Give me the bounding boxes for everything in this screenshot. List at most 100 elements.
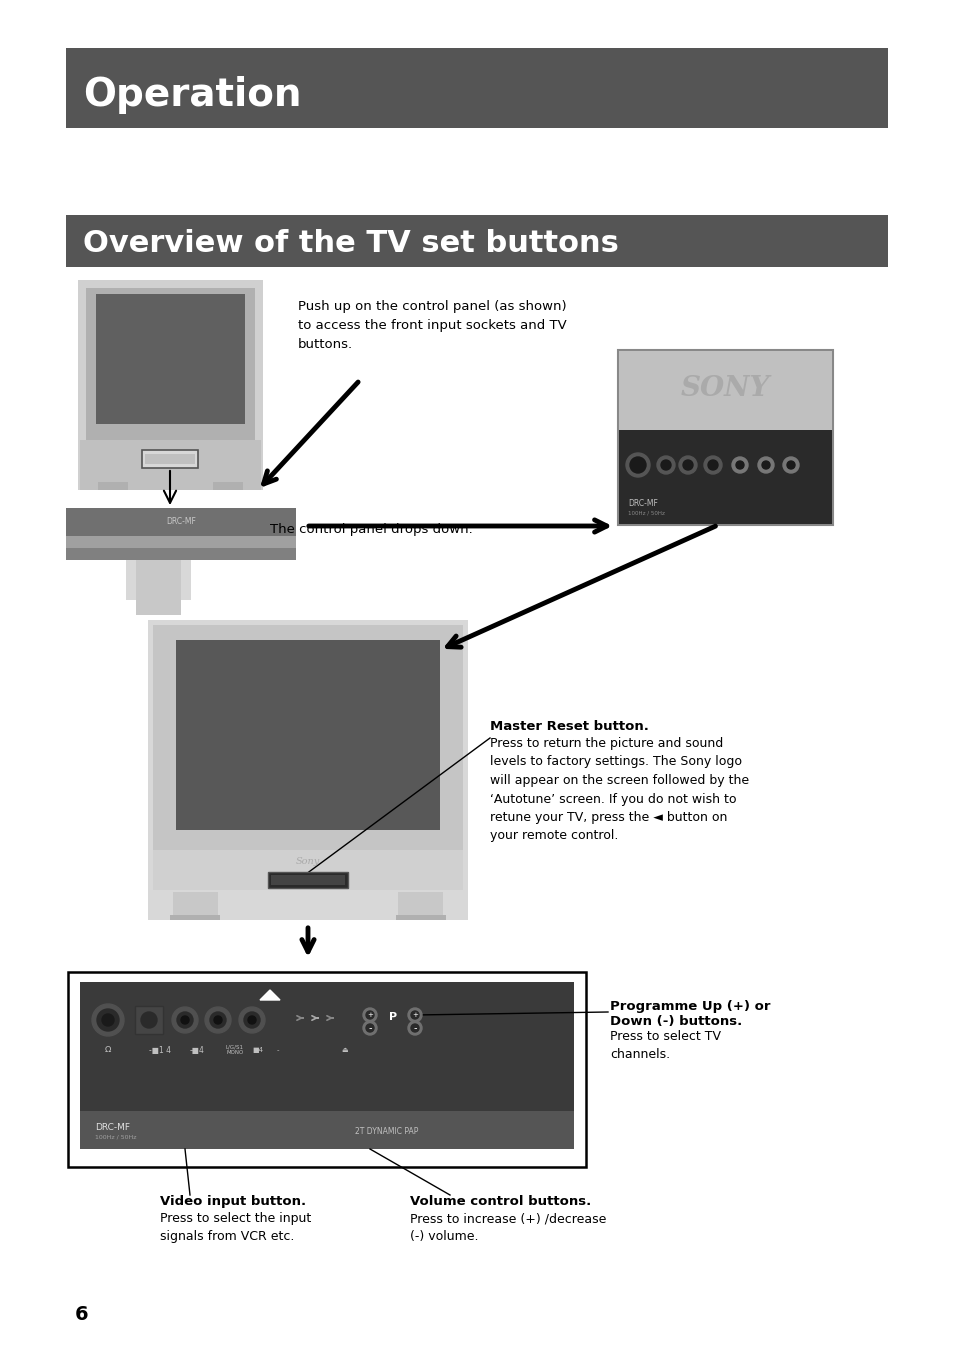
Bar xyxy=(66,215,887,267)
Circle shape xyxy=(248,1016,255,1024)
Text: Push up on the control panel (as shown)
to access the front input sockets and TV: Push up on the control panel (as shown) … xyxy=(297,300,566,351)
Circle shape xyxy=(366,1011,374,1019)
Bar xyxy=(66,549,295,561)
Bar xyxy=(68,971,585,1167)
Circle shape xyxy=(761,461,769,469)
Circle shape xyxy=(411,1011,418,1019)
Text: Press to increase (+) /decrease
(-) volume.: Press to increase (+) /decrease (-) volu… xyxy=(410,1212,606,1243)
Bar xyxy=(268,871,348,888)
Circle shape xyxy=(363,1008,376,1021)
Text: Overview of the TV set buttons: Overview of the TV set buttons xyxy=(83,228,618,258)
Bar xyxy=(142,450,198,467)
Bar xyxy=(66,508,295,536)
Text: DRC-MF: DRC-MF xyxy=(95,1123,130,1132)
Text: 6: 6 xyxy=(75,1305,89,1324)
Text: -: - xyxy=(276,1047,279,1052)
Circle shape xyxy=(682,459,692,470)
Circle shape xyxy=(366,1024,374,1032)
Text: 2T DYNAMIC PAP: 2T DYNAMIC PAP xyxy=(355,1127,418,1135)
Circle shape xyxy=(660,459,670,470)
Circle shape xyxy=(91,1004,124,1036)
Bar xyxy=(618,350,832,526)
Circle shape xyxy=(181,1016,189,1024)
Bar xyxy=(98,482,128,490)
Text: Ω: Ω xyxy=(105,1046,112,1055)
Circle shape xyxy=(141,1012,157,1028)
Text: DRC-MF: DRC-MF xyxy=(627,499,658,508)
Bar xyxy=(66,49,887,128)
Text: Operation: Operation xyxy=(83,76,301,113)
Bar xyxy=(213,482,243,490)
Bar xyxy=(80,440,261,490)
Circle shape xyxy=(731,457,747,473)
Circle shape xyxy=(244,1012,260,1028)
Text: Sony: Sony xyxy=(295,858,320,866)
Circle shape xyxy=(213,1016,222,1024)
Bar xyxy=(145,454,194,463)
Bar xyxy=(80,1111,574,1148)
Circle shape xyxy=(657,457,675,474)
Bar xyxy=(135,1006,163,1034)
Text: 100Hz / 50Hz: 100Hz / 50Hz xyxy=(627,511,664,516)
Bar xyxy=(152,850,462,890)
Circle shape xyxy=(177,1012,193,1028)
Bar xyxy=(618,430,831,524)
Circle shape xyxy=(408,1021,421,1035)
Text: L/G/S1
MONO: L/G/S1 MONO xyxy=(226,1044,244,1055)
Text: The control panel drops down.: The control panel drops down. xyxy=(270,523,473,536)
Circle shape xyxy=(703,457,721,474)
Bar xyxy=(86,288,254,443)
Bar xyxy=(135,1006,163,1034)
Bar xyxy=(271,875,345,885)
Bar xyxy=(618,351,831,431)
Text: -■4: -■4 xyxy=(190,1046,204,1055)
Bar xyxy=(175,640,439,830)
Bar xyxy=(78,280,263,490)
Bar xyxy=(136,561,181,615)
Text: ■4: ■4 xyxy=(253,1047,263,1052)
Bar xyxy=(172,892,218,920)
Bar xyxy=(96,295,245,424)
Circle shape xyxy=(102,1015,113,1025)
Circle shape xyxy=(411,1024,418,1032)
Text: P: P xyxy=(389,1012,396,1021)
Bar xyxy=(152,626,462,855)
Bar xyxy=(395,915,446,920)
Bar xyxy=(397,892,442,920)
Text: Volume control buttons.: Volume control buttons. xyxy=(410,1196,591,1208)
Circle shape xyxy=(625,453,649,477)
Circle shape xyxy=(758,457,773,473)
Text: Press to select TV
channels.: Press to select TV channels. xyxy=(609,1029,720,1061)
Circle shape xyxy=(629,457,645,473)
Text: 100Hz / 50Hz: 100Hz / 50Hz xyxy=(95,1135,136,1139)
Circle shape xyxy=(679,457,697,474)
Circle shape xyxy=(239,1006,265,1034)
Text: SONY: SONY xyxy=(679,374,769,401)
Text: ⏏: ⏏ xyxy=(341,1047,348,1052)
Polygon shape xyxy=(260,990,280,1000)
Text: +: + xyxy=(367,1012,373,1019)
Bar xyxy=(170,915,220,920)
Text: -■1 4: -■1 4 xyxy=(149,1046,171,1055)
Text: DRC-MF: DRC-MF xyxy=(166,517,195,527)
Text: Video input button.: Video input button. xyxy=(160,1196,306,1208)
Circle shape xyxy=(172,1006,198,1034)
Bar xyxy=(148,620,468,920)
Circle shape xyxy=(707,459,718,470)
Circle shape xyxy=(363,1021,376,1035)
Circle shape xyxy=(782,457,799,473)
Text: Master Reset button.: Master Reset button. xyxy=(490,720,648,734)
Bar xyxy=(126,561,191,600)
Text: +: + xyxy=(412,1012,417,1019)
Text: Press to select the input
signals from VCR etc.: Press to select the input signals from V… xyxy=(160,1212,311,1243)
Text: Press to return the picture and sound
levels to factory settings. The Sony logo
: Press to return the picture and sound le… xyxy=(490,738,748,843)
Circle shape xyxy=(408,1008,421,1021)
Bar xyxy=(66,536,295,549)
Text: -: - xyxy=(368,1023,372,1034)
Circle shape xyxy=(210,1012,226,1028)
Circle shape xyxy=(786,461,794,469)
Text: Programme Up (+) or
Down (-) buttons.: Programme Up (+) or Down (-) buttons. xyxy=(609,1000,770,1028)
Circle shape xyxy=(205,1006,231,1034)
Text: -: - xyxy=(413,1023,416,1034)
Circle shape xyxy=(97,1009,119,1031)
